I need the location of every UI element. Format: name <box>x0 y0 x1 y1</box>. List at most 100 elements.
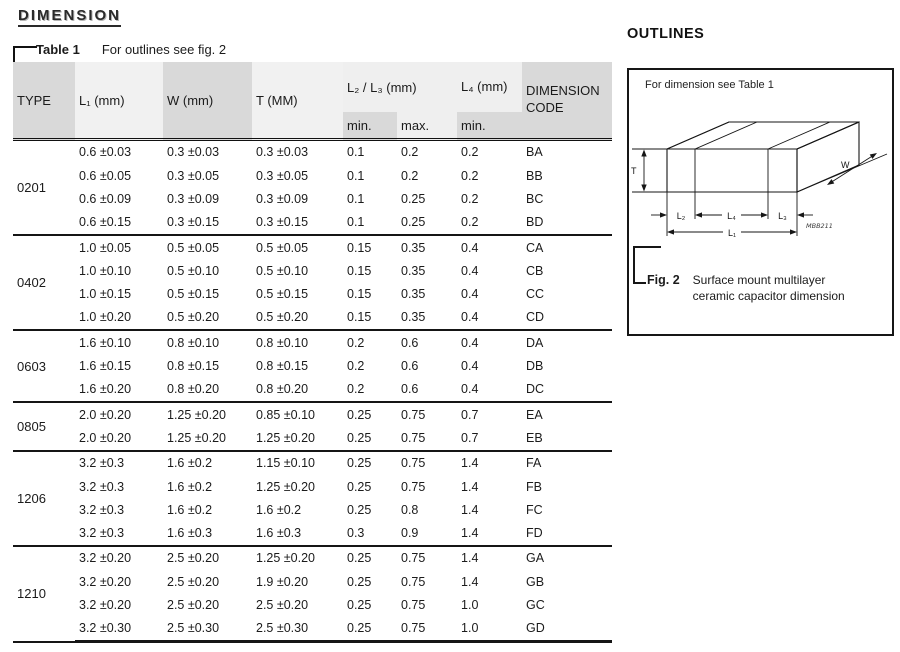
cell-l1: 3.2 ±0.20 <box>75 593 163 617</box>
cell-l2l3-max: 0.25 <box>397 210 458 237</box>
cell-l2l3-max: 0.6 <box>397 330 458 355</box>
cell-l1: 0.6 ±0.15 <box>75 210 163 237</box>
cell-l2l3-max: 0.25 <box>397 187 458 211</box>
cell-t: 0.8 ±0.10 <box>252 330 343 355</box>
col-header-l1: L₁ (mm) <box>75 62 163 141</box>
cell-l1: 3.2 ±0.20 <box>75 570 163 594</box>
cell-l2l3-min: 0.25 <box>343 426 397 452</box>
cell-l2l3-max: 0.75 <box>397 426 458 452</box>
cell-dimension-code: GC <box>522 593 613 617</box>
l2-l4-l3-dimension: L₂ L₄ L₃ <box>651 211 813 221</box>
cell-l2l3-min: 0.15 <box>343 306 397 332</box>
cell-l2l3-max: 0.75 <box>397 616 458 644</box>
cell-l2l3-min: 0.25 <box>343 593 397 617</box>
cell-t: 0.3 ±0.03 <box>252 139 343 165</box>
cell-t: 0.3 ±0.09 <box>252 187 343 211</box>
table-row: 1.0 ±0.10 0.5 ±0.10 0.5 ±0.10 0.15 0.35 0.4 CB <box>13 259 613 283</box>
type-cell: 0603 <box>13 330 75 404</box>
type-cell: 1210 <box>13 546 75 643</box>
extension-lines <box>666 192 798 236</box>
col-subheader-l2l3-min: min. <box>343 112 397 141</box>
col-header-type: TYPE <box>13 62 75 141</box>
cell-l4-min: 1.4 <box>457 521 523 548</box>
cell-l2l3-max: 0.6 <box>397 377 458 404</box>
cell-l2l3-max: 0.9 <box>397 521 458 548</box>
cell-dimension-code: BA <box>522 139 613 165</box>
cell-w: 0.3 ±0.09 <box>163 187 252 211</box>
cell-l4-min: 0.4 <box>457 377 523 404</box>
cell-t: 1.9 ±0.20 <box>252 570 343 594</box>
cell-l2l3-min: 0.1 <box>343 139 397 165</box>
cell-t: 0.85 ±0.10 <box>252 402 343 427</box>
cell-t: 1.6 ±0.3 <box>252 521 343 548</box>
cell-t: 0.5 ±0.10 <box>252 259 343 283</box>
dim-label-w: W <box>841 160 850 170</box>
table-row: 0201 0.6 ±0.03 0.3 ±0.03 0.3 ±0.03 0.1 0.2 0.2… <box>13 139 613 237</box>
fig-caption-bracket <box>633 246 661 284</box>
table-row: 0.6 ±0.09 0.3 ±0.09 0.3 ±0.09 0.1 0.25 0.2 BC <box>13 187 613 211</box>
cell-l1: 1.0 ±0.15 <box>75 282 163 307</box>
t-dimension-arrow: T <box>631 148 667 193</box>
cell-dimension-code: FA <box>522 450 613 476</box>
cell-dimension-code: FD <box>522 521 613 548</box>
cell-l2l3-max: 0.6 <box>397 354 458 378</box>
cell-l1: 3.2 ±0.30 <box>75 616 163 644</box>
cell-dimension-code: EB <box>522 426 613 452</box>
table-row: 3.2 ±0.3 1.6 ±0.3 1.6 ±0.3 0.3 0.9 1.4 FD <box>13 521 613 548</box>
cell-t: 0.3 ±0.05 <box>252 164 343 188</box>
cell-w: 1.6 ±0.2 <box>163 475 252 499</box>
cell-l2l3-min: 0.25 <box>343 475 397 499</box>
cell-l4-min: 0.2 <box>457 210 523 237</box>
fig-caption: Fig. 2 Surface mount multilayer ceramic … <box>647 273 855 304</box>
termination-left-front <box>666 148 696 193</box>
cell-l4-min: 1.0 <box>457 616 523 644</box>
cell-t: 0.5 ±0.05 <box>252 235 343 260</box>
l1-dimension: L₁ <box>667 228 797 238</box>
cell-l2l3-min: 0.2 <box>343 377 397 404</box>
cell-w: 1.6 ±0.2 <box>163 450 252 476</box>
cell-l2l3-max: 0.75 <box>397 570 458 594</box>
type-cell: 0402 <box>13 235 75 332</box>
cell-t: 0.3 ±0.15 <box>252 210 343 237</box>
table-row: 1.0 ±0.20 0.5 ±0.20 0.5 ±0.20 0.15 0.35 0.4 CD <box>13 306 613 332</box>
cell-l2l3-max: 0.35 <box>397 282 458 307</box>
outlines-note: For dimension see Table 1 <box>645 79 774 91</box>
table-row: 1.6 ±0.20 0.8 ±0.20 0.8 ±0.20 0.2 0.6 0.4 DC <box>13 377 613 404</box>
cell-l1: 3.2 ±0.20 <box>75 546 163 571</box>
cell-l4-min: 1.4 <box>457 570 523 594</box>
cell-l2l3-min: 0.25 <box>343 450 397 476</box>
cell-l2l3-max: 0.75 <box>397 450 458 476</box>
cell-w: 0.3 ±0.03 <box>163 139 252 165</box>
table-row: 2.0 ±0.20 1.25 ±0.20 1.25 ±0.20 0.25 0.75 0.7… <box>13 426 613 452</box>
termination-right-front <box>767 148 798 193</box>
fig-caption-text: Surface mount multilayer ceramic capacit… <box>692 273 845 303</box>
cell-l2l3-min: 0.1 <box>343 164 397 188</box>
cell-w: 0.8 ±0.20 <box>163 377 252 404</box>
dim-label-l2: L₂ <box>677 211 686 221</box>
termination-right-top <box>767 121 860 150</box>
cell-dimension-code: CC <box>522 282 613 307</box>
cell-t: 1.25 ±0.20 <box>252 546 343 571</box>
col-header-l4: L₄ (mm) <box>457 62 523 112</box>
type-cell: 1206 <box>13 450 75 548</box>
cell-dimension-code: CB <box>522 259 613 283</box>
cell-t: 0.5 ±0.20 <box>252 306 343 332</box>
cell-l4-min: 0.2 <box>457 164 523 188</box>
cell-dimension-code: CA <box>522 235 613 260</box>
cell-w: 0.5 ±0.15 <box>163 282 252 307</box>
cell-w: 1.25 ±0.20 <box>163 402 252 427</box>
col-subheader-l2l3-max: max. <box>397 112 458 141</box>
cell-l2l3-min: 0.15 <box>343 282 397 307</box>
cell-l2l3-min: 0.1 <box>343 210 397 237</box>
cell-w: 1.25 ±0.20 <box>163 426 252 452</box>
page-title: DIMENSION <box>18 7 122 27</box>
cell-l2l3-min: 0.25 <box>343 570 397 594</box>
cell-l2l3-max: 0.2 <box>397 139 458 165</box>
cell-l4-min: 1.4 <box>457 450 523 476</box>
outlines-box: For dimension see Table 1 T <box>627 68 894 336</box>
cell-w: 0.8 ±0.15 <box>163 354 252 378</box>
cell-l2l3-min: 0.25 <box>343 616 397 644</box>
type-cell: 0805 <box>13 402 75 452</box>
cell-l2l3-max: 0.75 <box>397 546 458 571</box>
cell-l1: 2.0 ±0.20 <box>75 426 163 452</box>
